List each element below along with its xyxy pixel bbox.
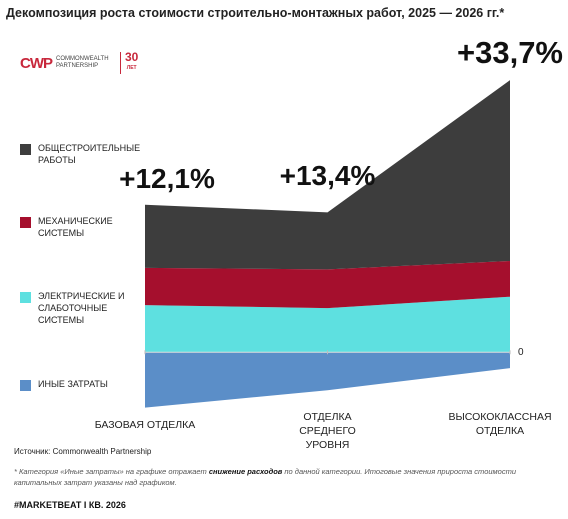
y-tick-label: 0 — [518, 347, 524, 358]
area — [145, 352, 510, 408]
legend-label: ЭЛЕКТРИЧЕСКИЕ И СЛАБОТОЧНЫЕ СИСТЕМЫ — [38, 291, 125, 325]
total-label: +13,4% — [279, 160, 376, 192]
legend-swatch — [20, 144, 31, 155]
logo-name: COMMONWEALTH PARTNERSHIP — [56, 56, 109, 69]
legend-label: ОБЩЕСТРОИТЕЛЬНЫЕ РАБОТЫ — [38, 143, 141, 165]
x-tick-label: БАЗОВАЯ ОТДЕЛКА — [94, 419, 196, 431]
footnote-bold: снижение расходов — [208, 467, 283, 476]
logo-mark: CWP — [20, 54, 53, 72]
logo-years-unit: ЛЕТ — [126, 65, 137, 71]
footnote-text: * Категория «Иные затраты» на графике от… — [14, 467, 209, 476]
area — [145, 80, 510, 270]
logo-years-num: 30 — [125, 50, 139, 64]
legend-label: МЕХАНИЧЕСКИЕ СИСТЕМЫ — [38, 216, 113, 238]
legend-label: ИНЫЕ ЗАТРАТЫ — [38, 379, 108, 389]
logo: CWP COMMONWEALTH PARTNERSHIP 30 ЛЕТ — [20, 50, 139, 74]
x-tick-label: ВЫСОКОКЛАССНАЯ ОТДЕЛКА — [448, 411, 552, 437]
source: Источник: Commonwealth Partnership — [14, 447, 152, 456]
total-label: +12,1% — [119, 162, 215, 194]
logo-years: 30 ЛЕТ — [120, 50, 139, 74]
legend-swatch — [20, 217, 31, 228]
legend-swatch — [20, 380, 31, 391]
legend-swatch — [20, 292, 31, 303]
area — [145, 261, 510, 309]
chart-title: Декомпозиция роста стоимости строительно… — [6, 6, 505, 20]
area — [145, 296, 510, 353]
footnote: * Категория «Иные затраты» на графике от… — [14, 466, 534, 488]
total-label: +33,7% — [456, 35, 564, 71]
x-tick-label: ОТДЕЛКА СРЕДНЕГО УРОВНЯ — [299, 411, 356, 451]
footer: #MARKETBEAT I КВ. 2026 — [14, 500, 126, 510]
footnote-text: по данной категории. Итоговые значения п… — [14, 467, 517, 487]
